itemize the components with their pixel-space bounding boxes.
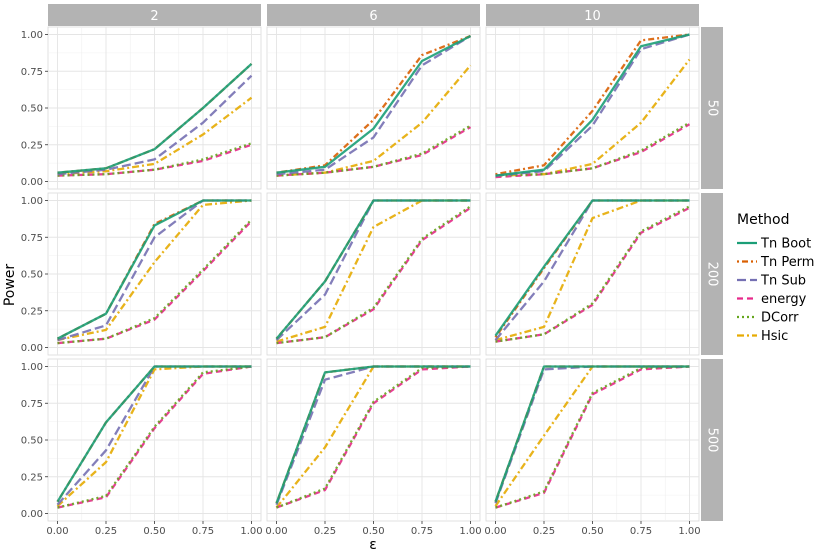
legend-label: Tn Boot [760, 237, 811, 252]
panel-6-200 [266, 192, 481, 356]
legend-label: Hsic [761, 329, 788, 344]
legend-label: DCorr [761, 311, 799, 326]
series-line-tn-boot [495, 33, 690, 177]
series-line-energy [57, 220, 253, 345]
panel-10-50 [485, 26, 700, 190]
row-strip [701, 359, 723, 521]
panel-10-500 [485, 358, 700, 522]
row-strip [701, 193, 723, 355]
column-strip-label: 10 [584, 9, 601, 24]
series-line-energy [495, 123, 691, 179]
series-line-tn-boot [276, 34, 472, 174]
column-strip [486, 4, 699, 26]
y-tick-label: 0.50 [21, 436, 43, 447]
panel-6-500 [266, 358, 481, 522]
series-line-tn-boot [275, 199, 471, 340]
legend-label: Tn Perm [760, 255, 814, 270]
series-line-dcorr [276, 124, 472, 177]
x-tick-label: 0.75 [630, 526, 652, 537]
series-line-energy [276, 126, 472, 177]
column-strip [267, 4, 480, 26]
series-line-tn-boot [494, 199, 690, 337]
x-tick-label: 1.00 [240, 526, 262, 537]
column-strip [48, 4, 261, 26]
legend-label: Tn Sub [760, 274, 806, 289]
series-line-dcorr [57, 218, 253, 345]
series-line-tn-boot [494, 365, 690, 503]
panel-10-200 [485, 192, 700, 356]
y-tick-label: 0.25 [21, 140, 43, 151]
y-tick-label: 0.00 [21, 177, 43, 188]
column-strip-label: 2 [150, 9, 158, 24]
panel-6-50 [266, 26, 481, 190]
series-line-energy [57, 143, 252, 177]
y-tick-label: 1.00 [21, 196, 43, 207]
panel-2-50 [47, 26, 262, 190]
legend-title: Method [737, 212, 790, 228]
row-strip-label: 200 [705, 262, 720, 287]
column-strip-label: 6 [369, 9, 377, 24]
panel-2-200 [47, 192, 262, 356]
series-line-tn-sub [276, 35, 472, 176]
x-tick-label: 0.25 [533, 526, 555, 537]
y-tick-label: 1.00 [21, 362, 43, 373]
x-tick-label: 0.50 [581, 526, 603, 537]
panel-2-500 [47, 358, 262, 522]
series-line-tn-sub [57, 74, 253, 176]
y-tick-label: 0.75 [21, 399, 43, 410]
x-tick-label: 0.75 [192, 526, 214, 537]
row-strip-label: 500 [705, 428, 720, 453]
legend-label: energy [761, 292, 807, 307]
series-line-dcorr [276, 205, 472, 345]
x-tick-label: 0.75 [411, 526, 433, 537]
y-tick-label: 0.50 [21, 270, 43, 281]
series-line-dcorr [495, 205, 691, 343]
x-tick-label: 0.00 [265, 526, 287, 537]
x-tick-label: 1.00 [678, 526, 700, 537]
y-tick-label: 0.25 [21, 472, 43, 483]
series-line-hsic [276, 199, 471, 343]
y-tick-label: 0.75 [21, 233, 43, 244]
x-tick-label: 1.00 [459, 526, 481, 537]
y-tick-label: 0.25 [21, 306, 43, 317]
series-line-hsic [495, 199, 690, 342]
x-axis-title: ε [369, 537, 377, 553]
series-line-energy [276, 206, 472, 345]
y-axis-title: Power [2, 264, 18, 307]
x-tick-label: 0.00 [484, 526, 506, 537]
x-tick-label: 0.50 [362, 526, 384, 537]
series-line-hsic [56, 365, 252, 507]
row-strip [701, 27, 723, 189]
series-line-energy [495, 206, 691, 343]
x-tick-label: 0.00 [46, 526, 68, 537]
x-tick-label: 0.25 [95, 526, 117, 537]
series-line-tn-boot [56, 199, 252, 340]
series-line-hsic [57, 199, 252, 342]
x-tick-label: 0.25 [314, 526, 336, 537]
series-line-energy [57, 365, 252, 509]
x-tick-label: 0.50 [143, 526, 165, 537]
y-tick-label: 0.00 [21, 509, 43, 520]
row-strip-label: 50 [705, 100, 720, 117]
y-tick-label: 1.00 [21, 30, 43, 41]
y-tick-label: 0.50 [21, 104, 43, 115]
y-tick-label: 0.00 [21, 343, 43, 354]
series-line-tn-boot [275, 365, 471, 504]
y-tick-label: 0.75 [21, 67, 43, 78]
series-line-tn-boot [57, 63, 253, 174]
series-line-tn-boot [56, 365, 252, 503]
series-line-tn-perm [495, 33, 690, 176]
